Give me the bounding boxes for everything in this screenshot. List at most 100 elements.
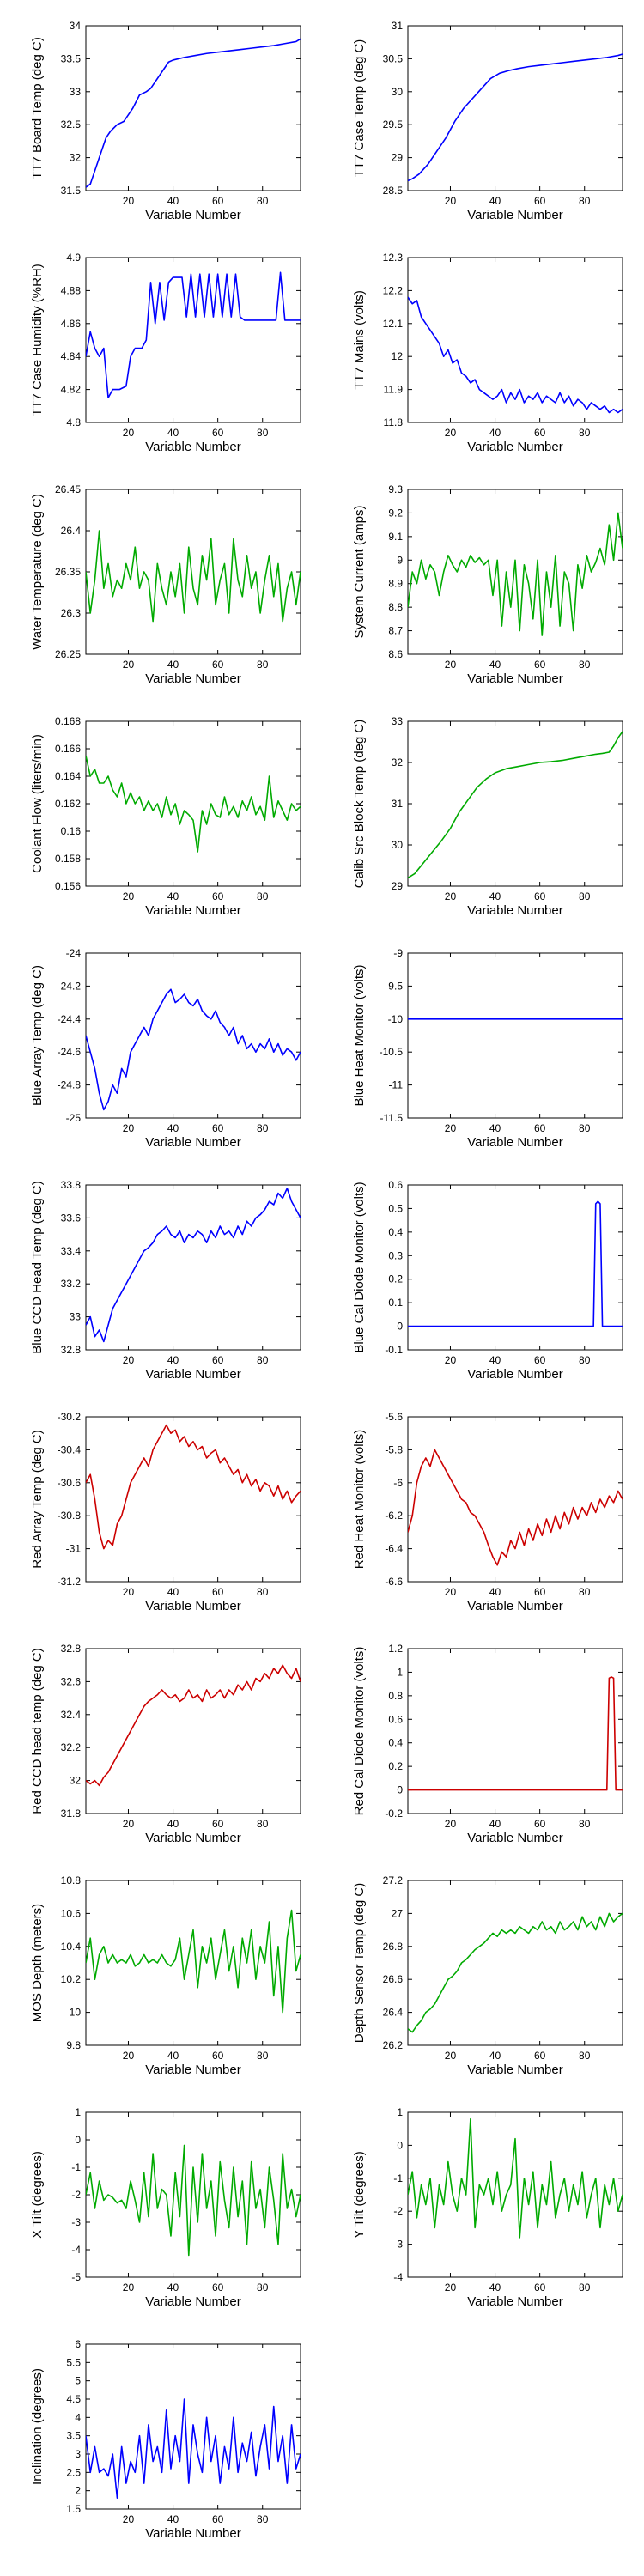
x-axis-title: Variable Number [467,1599,562,1613]
y-axis-title: Water Temperature (deg C) [30,494,45,650]
y-tick-label: 0.164 [55,770,81,782]
series-line [408,1912,623,2033]
x-tick-label: 60 [212,659,224,671]
x-tick-label: 20 [123,1354,135,1366]
x-tick-label: 60 [534,1818,546,1830]
x-tick-label: 20 [123,427,135,439]
x-tick-label: 60 [212,1122,224,1134]
y-axis-title: Red CCD head temp (deg C) [30,1648,45,1814]
x-tick-label: 20 [123,1818,135,1830]
x-tick-label: 20 [123,659,135,671]
y-tick-label: -3 [71,2216,81,2228]
y-tick-label: 2 [75,2485,81,2497]
x-tick-label: 60 [534,659,546,671]
x-tick-label: 40 [167,1586,179,1598]
y-tick-label: 29.5 [383,118,404,131]
x-tick-label: 40 [167,1818,179,1830]
x-tick-label: 20 [123,2050,135,2062]
y-tick-label: -5.6 [385,1411,403,1423]
x-tick-label: 20 [123,2281,135,2293]
chart-panel-20: -4 -3 -2 -1 0 1 20 40 60 80 Variable Number Y Tilt … [352,2106,623,2309]
x-tick-label: 80 [257,427,269,439]
series-line [86,2398,301,2499]
y-axis-title: Red Heat Monitor (volts) [352,1430,367,1570]
y-tick-label: 11.9 [384,384,404,396]
y-tick-label: -9 [393,947,403,959]
x-axis-title: Variable Number [145,208,240,222]
y-tick-label: 10.8 [61,1874,82,1886]
x-tick-label: 20 [123,1122,135,1134]
y-tick-label: -24.8 [58,1079,82,1091]
y-axis-title: Y Tilt (degrees) [352,2151,367,2238]
y-tick-label: 0.4 [388,1737,403,1749]
x-tick-label: 20 [445,890,457,902]
x-axis-title: Variable Number [145,1135,240,1150]
series-line [86,1664,301,1787]
y-tick-label: -6.2 [385,1510,403,1522]
y-tick-label: 0.2 [388,1273,403,1285]
y-tick-label: 9 [397,554,403,566]
x-tick-label: 20 [123,195,135,207]
y-axis-title: Red Cal Diode Monitor (volts) [352,1647,367,1816]
x-axis-title: Variable Number [467,1135,562,1150]
y-tick-label: 0 [397,2139,403,2151]
series-line [408,2117,623,2239]
x-tick-label: 80 [579,659,591,671]
y-tick-label: 9.8 [66,2039,81,2051]
x-tick-label: 40 [489,1354,501,1366]
x-tick-label: 80 [579,195,591,207]
y-tick-label: 0.6 [388,1713,403,1725]
y-tick-label: 5 [75,2375,81,2387]
plot-frame [407,25,623,191]
x-tick-label: 20 [445,195,457,207]
x-tick-label: 80 [257,2050,269,2062]
chart-panel-2: 28.5 29 29.5 30 30.5 31 20 40 60 80 Variable Numbe… [352,20,623,222]
y-tick-label: 0 [397,1784,403,1796]
x-axis-title: Variable Number [145,2063,240,2077]
y-tick-label: 33.2 [61,1278,82,1290]
plot-frame [85,1648,301,1814]
y-tick-label: 30.5 [383,52,404,64]
x-tick-label: 80 [579,890,591,902]
y-tick-label: 31.5 [61,185,82,197]
y-tick-label: 3 [75,2448,81,2460]
plot-frame [407,952,623,1119]
x-axis-title: Variable Number [467,1367,562,1382]
x-tick-label: 40 [489,2050,501,2062]
x-tick-label: 20 [445,427,457,439]
y-tick-label: -24.6 [58,1046,82,1058]
y-tick-label: -1 [71,2161,81,2173]
x-axis-title: Variable Number [467,903,562,918]
plot-frame [85,1184,301,1351]
y-axis-title: Blue Array Temp (deg C) [30,965,45,1106]
y-tick-label: 9.1 [388,531,403,543]
y-tick-label: 26.6 [383,1973,404,1985]
chart-panel-15: 31.8 32 32.2 32.4 32.6 32.8 20 40 60 80 Variable N… [30,1643,301,1845]
y-tick-label: 4.8 [66,416,81,428]
x-tick-label: 60 [212,1586,224,1598]
x-tick-label: 20 [445,1586,457,1598]
x-tick-label: 80 [257,659,269,671]
y-tick-label: 0 [75,2134,81,2146]
series-line [408,1200,623,1327]
y-tick-label: 10.6 [61,1907,82,1919]
x-tick-label: 60 [534,1586,546,1598]
x-tick-label: 40 [489,890,501,902]
y-tick-label: 1.5 [66,2503,81,2515]
y-tick-label: 12.3 [383,252,404,264]
x-tick-label: 60 [212,2281,224,2293]
x-tick-label: 60 [534,195,546,207]
y-tick-label: 3.5 [66,2430,81,2442]
x-tick-label: 60 [212,1354,224,1366]
plot-frame [407,489,623,655]
x-tick-label: 40 [167,2513,179,2525]
y-tick-label: 0.158 [55,853,81,865]
y-axis-title: Blue Cal Diode Monitor (volts) [352,1182,367,1352]
series-line [86,271,301,398]
x-tick-label: 60 [212,195,224,207]
y-tick-label: 10.2 [61,1973,82,1985]
x-tick-label: 40 [489,1818,501,1830]
y-tick-label: 32 [70,1775,82,1787]
y-tick-label: 29 [392,152,404,164]
